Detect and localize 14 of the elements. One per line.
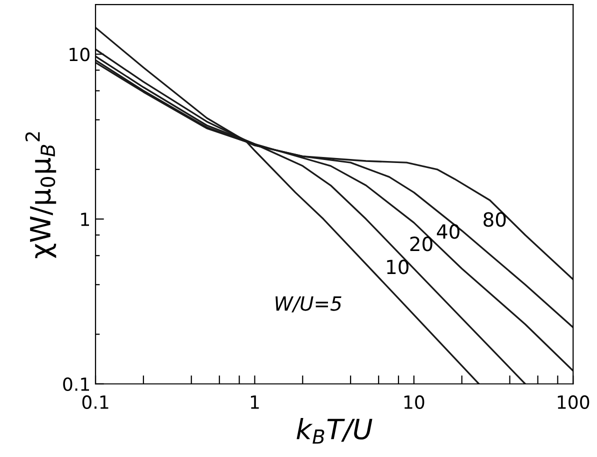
- x-tick-label: 1: [250, 396, 259, 409]
- y-tick-label: 10: [70, 48, 90, 62]
- x-tick-label: 100: [558, 395, 590, 409]
- y-tick-label: 1: [81, 212, 89, 226]
- y-axis-title: χW/μ$_{0}$μ$_{B}$$^{2}$: [25, 132, 56, 258]
- series-label: 10: [387, 260, 408, 274]
- series-label: 80: [484, 212, 506, 227]
- series-label: 40: [436, 224, 460, 239]
- series-label: 20: [410, 236, 432, 252]
- text: W/U=5: [276, 296, 342, 312]
- x-axis-title: k$_{B}$T/U: [296, 418, 372, 444]
- x-tick-label: 0.1: [82, 395, 108, 409]
- y-tick-label: 0.1: [63, 377, 89, 391]
- x-tick-label: 10: [404, 395, 424, 409]
